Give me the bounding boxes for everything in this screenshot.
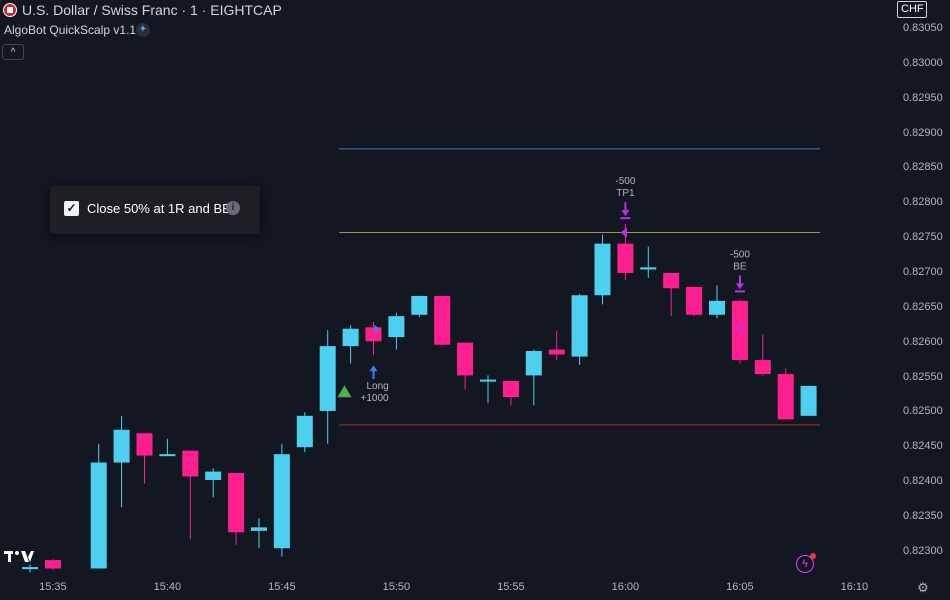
price-tick-label: 0.82750 xyxy=(903,231,943,244)
candle-body xyxy=(594,243,611,296)
price-tick-label: 0.82300 xyxy=(903,544,943,557)
candle-body xyxy=(296,415,313,448)
long-amount-label: +1000 xyxy=(361,393,390,404)
price-tick-label: 0.82650 xyxy=(903,300,943,313)
entry-marker-icon xyxy=(374,324,380,333)
tp1-arrowhead-icon xyxy=(621,210,630,217)
time-tick-label: 16:10 xyxy=(840,581,869,593)
tp1-label: TP1 xyxy=(616,188,635,199)
candle-body xyxy=(434,295,451,345)
close-half-label[interactable]: Close 50% at 1R and BE xyxy=(87,201,231,216)
settings-gear-icon[interactable]: ⚙ xyxy=(917,580,929,595)
long-label: Long xyxy=(367,381,389,392)
be-marker-icon xyxy=(735,323,742,334)
time-tick-label: 15:40 xyxy=(153,581,182,593)
candle-body xyxy=(777,374,794,420)
candle-body xyxy=(388,316,405,338)
info-icon[interactable]: i xyxy=(226,201,240,215)
candle-body xyxy=(571,295,588,357)
symbol-title[interactable]: U.S. Dollar / Swiss Franc · 1 · EIGHTCAP xyxy=(22,2,282,18)
candle-body xyxy=(411,295,428,315)
candle-body xyxy=(228,472,245,533)
candle-body xyxy=(22,567,38,570)
price-tick-label: 0.82600 xyxy=(903,335,943,348)
price-tick-label: 0.82800 xyxy=(903,196,943,209)
candle-body xyxy=(548,349,565,355)
price-tick-label: 0.82850 xyxy=(903,161,943,174)
option-popup: ✓ Close 50% at 1R and BE i xyxy=(50,186,260,234)
candle-body xyxy=(136,433,153,456)
candle-body xyxy=(251,527,267,531)
time-tick-label: 16:05 xyxy=(726,581,754,593)
candle-body xyxy=(273,454,290,549)
candle-body xyxy=(342,328,359,347)
price-tick-label: 0.82950 xyxy=(903,91,943,104)
be-arrowhead-icon xyxy=(735,283,744,290)
candle-body xyxy=(90,462,107,569)
tp1-amount-label: -500 xyxy=(615,176,635,187)
sparkle-icon[interactable]: ✦ xyxy=(136,23,150,37)
candle-body xyxy=(731,300,748,361)
close-half-checkbox[interactable]: ✓ xyxy=(64,201,79,216)
us-flag-icon xyxy=(3,3,17,17)
time-tick-label: 15:35 xyxy=(39,581,67,593)
candle-body xyxy=(365,327,382,342)
lightning-icon[interactable]: ϟ xyxy=(796,553,816,573)
candle-body xyxy=(457,342,474,376)
candle-body xyxy=(617,243,634,273)
tradingview-logo-icon[interactable] xyxy=(4,549,34,563)
candle-body xyxy=(686,286,703,315)
long-arrowhead-icon xyxy=(369,365,378,372)
candle-body xyxy=(159,454,176,457)
tp1-marker-icon xyxy=(620,227,627,238)
time-tick-label: 15:50 xyxy=(382,581,411,593)
candle-body xyxy=(663,272,680,289)
price-tick-label: 0.82550 xyxy=(903,370,943,383)
candle-body xyxy=(480,379,496,382)
candle-body xyxy=(640,267,657,270)
be-label: BE xyxy=(733,261,747,272)
chart-area[interactable]: Long +1000 -500 TP1 -500 BE xyxy=(0,0,895,575)
candle-body xyxy=(754,360,771,375)
candle-body xyxy=(525,351,542,376)
price-tick-label: 0.83050 xyxy=(903,22,943,34)
long-triangle-icon xyxy=(337,385,352,398)
price-tick-label: 0.82900 xyxy=(903,126,943,139)
time-tick-label: 16:00 xyxy=(611,581,640,593)
time-tick-label: 15:45 xyxy=(268,581,296,593)
candle-body xyxy=(205,471,222,480)
candle-body xyxy=(113,429,130,463)
candle-body xyxy=(319,346,336,411)
price-tick-label: 0.82400 xyxy=(903,475,943,488)
price-tick-label: 0.82700 xyxy=(903,265,943,278)
price-tick-label: 0.82450 xyxy=(903,440,943,453)
price-tick-label: 0.83000 xyxy=(903,56,943,69)
candle-body xyxy=(502,380,519,398)
candle-body xyxy=(709,300,725,315)
currency-selector[interactable]: CHF xyxy=(897,1,927,18)
collapse-button[interactable]: ^ xyxy=(2,44,24,60)
time-tick-label: 15:55 xyxy=(497,581,525,593)
candle-body xyxy=(182,450,199,477)
price-tick-label: 0.82500 xyxy=(903,405,943,418)
price-tick-label: 0.82350 xyxy=(903,509,943,522)
candle-body xyxy=(800,385,817,416)
be-amount-label: -500 xyxy=(730,249,750,260)
candle-body xyxy=(44,560,61,569)
indicator-title[interactable]: AlgoBot QuickScalp v1.1 xyxy=(4,23,137,37)
